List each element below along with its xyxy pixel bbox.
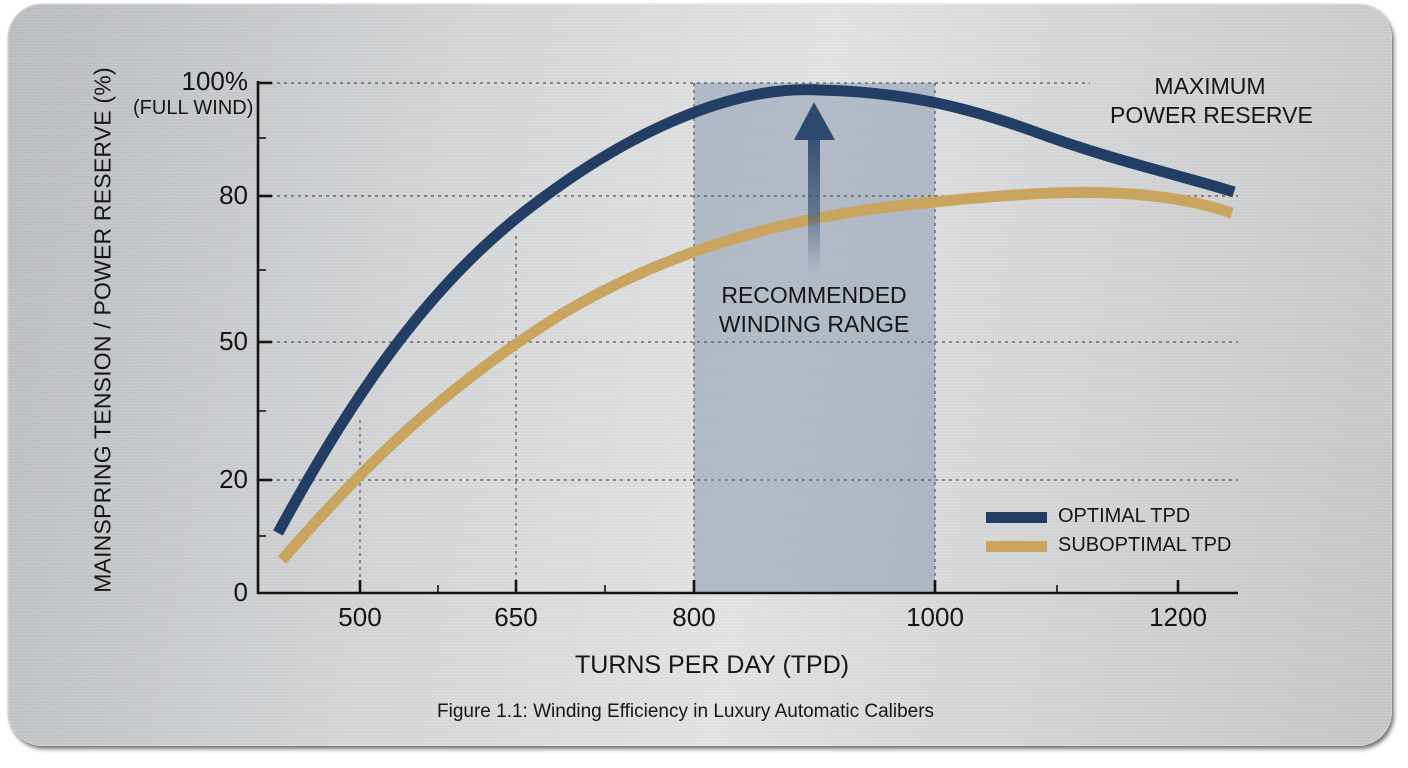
x-axis-title: TURNS PER DAY (TPD): [575, 651, 850, 679]
vertical-gridlines: [359, 83, 936, 593]
legend-label-suboptimal: SUBOPTIMAL TPD: [1058, 534, 1232, 556]
x-tick-1000: 1000: [906, 602, 964, 632]
range-annotation-line1: RECOMMENDED: [721, 282, 907, 308]
y-axis-title: MAINSPRING TENSION / POWER RESERVE (%): [89, 67, 116, 593]
y-tick-50: 50: [219, 326, 248, 356]
x-axis-ticks: [358, 580, 1180, 593]
x-tick-500: 500: [338, 602, 382, 632]
legend-swatch-suboptimal: [986, 541, 1047, 552]
axes: [256, 81, 1238, 595]
max-annotation-line1: MAXIMUM: [1154, 73, 1266, 99]
y-tick-0: 0: [233, 577, 248, 607]
y-tick-20: 20: [219, 464, 248, 494]
optimal-tpd-curve: [273, 84, 1236, 536]
suboptimal-tpd-curve: [277, 186, 1234, 564]
x-tick-800: 800: [672, 602, 716, 632]
legend-swatch-optimal: [986, 512, 1047, 523]
x-tick-1200: 1200: [1149, 602, 1207, 632]
x-tick-650: 650: [494, 602, 538, 632]
y-tick-80: 80: [219, 180, 248, 210]
y-tick-100: 100%: [181, 66, 249, 96]
max-power-reserve-annotation: MAXIMUM POWER RESERVE: [1110, 72, 1313, 130]
legend-label-optimal: OPTIMAL TPD: [1058, 505, 1191, 527]
max-annotation-line2: POWER RESERVE: [1110, 102, 1313, 128]
arrow-up-icon: [794, 102, 835, 273]
figure-caption: Figure 1.1: Winding Efficiency in Luxury…: [437, 701, 935, 722]
recommended-range-annotation: RECOMMENDED WINDING RANGE: [704, 281, 924, 339]
y-tick-100-sublabel: (FULL WIND): [133, 97, 254, 119]
y-axis-ticks: [258, 81, 272, 537]
range-annotation-line2: WINDING RANGE: [718, 311, 910, 337]
